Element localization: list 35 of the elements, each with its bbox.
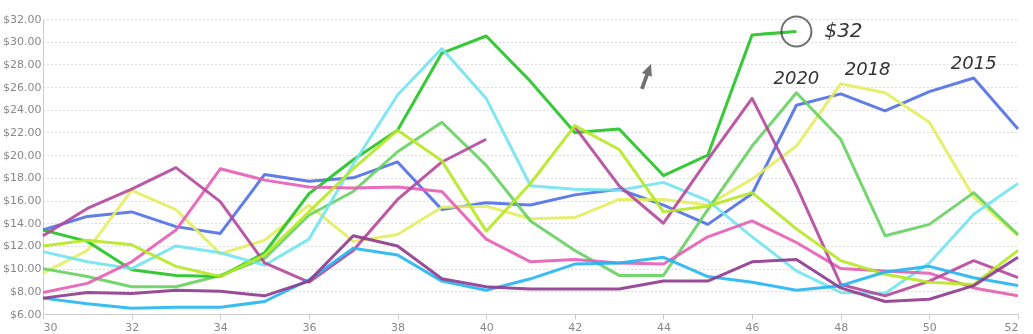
line-series [41,124,1020,286]
line-series [41,234,1020,304]
y-tick-label: $24.00 [3,103,42,117]
y-tick-label: $28.00 [3,57,42,71]
x-tick-label: 50 [922,320,937,334]
x-tick-label: 52 [1004,320,1019,334]
y-tick-label: $20.00 [3,148,42,162]
series-label: 2018 [844,57,891,79]
x-tick-label: 46 [745,320,760,334]
annotation: $32 [824,18,863,43]
series-label: 2015 [950,52,997,73]
y-tick-label: $26.00 [3,80,42,94]
y-tick-label: $10.00 [3,262,42,276]
y-tick-label: $22.00 [3,125,42,139]
x-tick-label: 40 [479,320,494,334]
y-tick-label: $8.00 [10,284,42,298]
x-tick-label: 30 [43,320,58,334]
x-tick-label: 32 [125,320,140,334]
y-tick-label: $12.00 [3,239,42,253]
line-series [41,246,1020,310]
y-tick-label: $30.00 [3,35,42,49]
x-tick-label: 38 [391,320,406,334]
x-tick-label: 44 [656,320,671,334]
y-tick-label: $16.00 [3,194,42,208]
y-tick-label: $14.00 [3,216,42,230]
y-tick-label: $32.00 [3,12,42,26]
line-series [41,167,1020,298]
x-tick-label: 36 [302,320,317,334]
x-tick-label: 42 [568,320,583,334]
y-tick-label: $6.00 [10,307,42,321]
x-tick-label: 34 [213,320,228,334]
line-series [41,47,1020,296]
series-label: 2020 [773,66,820,88]
x-tick-label: 48 [834,320,849,334]
y-tick-label: $18.00 [3,171,42,185]
